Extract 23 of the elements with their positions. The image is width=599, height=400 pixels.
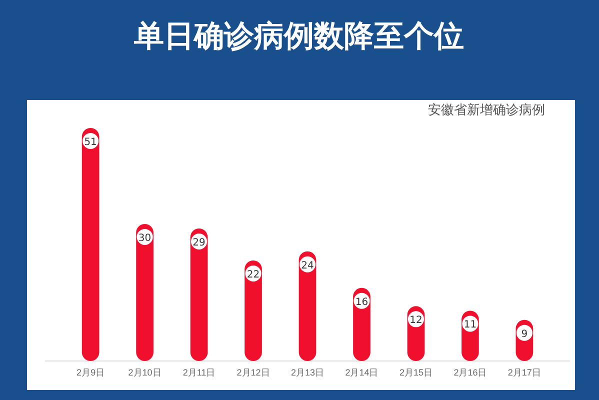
bar [190, 228, 208, 361]
x-tick-label: 2月13日 [290, 368, 324, 378]
data-label: 51 [84, 137, 97, 148]
data-label: 22 [246, 269, 260, 280]
data-label: 11 [464, 320, 477, 331]
data-label: 30 [138, 232, 152, 244]
x-tick-label: 2月12日 [236, 368, 270, 378]
x-tick-label: 2月16日 [454, 368, 487, 378]
x-tick-label: 2月10日 [128, 368, 162, 378]
data-label: 29 [192, 238, 206, 249]
data-label: 16 [355, 296, 368, 308]
chart-title: 单日确诊病例数降至个位 [133, 19, 464, 54]
bar [82, 128, 100, 361]
x-tick-label: 2月9日 [76, 368, 105, 378]
x-tick-label: 2月14日 [345, 368, 378, 378]
chart-subtitle: 安徽省新增确诊病例 [428, 102, 545, 118]
x-tick-label: 2月17日 [508, 368, 541, 378]
data-label: 24 [301, 260, 314, 272]
bar [136, 224, 154, 361]
data-label: 12 [410, 315, 422, 326]
x-tick-label: 2月15日 [399, 368, 432, 378]
x-tick-label: 2月11日 [182, 368, 216, 378]
data-label: 9 [521, 328, 528, 340]
